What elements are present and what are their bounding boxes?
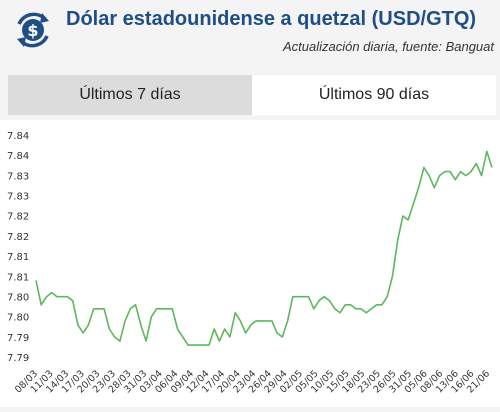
dollar-exchange-icon: $ bbox=[13, 10, 53, 50]
y-tick-label: 7.83 bbox=[7, 171, 29, 182]
y-tick-label: 7.80 bbox=[7, 292, 29, 303]
line-chart: 7.84 7.84 7.83 7.83 7.82 7.82 7.81 7.81 7.80 7.80… bbox=[7, 131, 493, 395]
y-tick-label: 7.80 bbox=[7, 313, 29, 324]
y-tick-label: 7.81 bbox=[7, 252, 29, 263]
svg-text:$: $ bbox=[27, 21, 38, 40]
y-tick-label: 7.79 bbox=[7, 353, 29, 364]
tab-last-7-days[interactable]: Últimos 7 días bbox=[8, 75, 252, 115]
y-tick-label: 7.83 bbox=[7, 192, 29, 203]
series-line bbox=[35, 150, 493, 346]
y-tick-label: 7.82 bbox=[7, 212, 29, 223]
y-tick-label: 7.81 bbox=[7, 272, 29, 283]
y-tick-label: 7.79 bbox=[7, 333, 29, 344]
page-subtitle: Actualización diaria, fuente: Banguat bbox=[282, 39, 494, 54]
y-tick-label: 7.84 bbox=[7, 131, 29, 142]
y-tick-label: 7.82 bbox=[7, 232, 29, 243]
period-tabs: Últimos 7 días Últimos 90 días bbox=[8, 75, 496, 115]
y-tick-label: 7.84 bbox=[7, 151, 29, 162]
exchange-rate-chart: 7.84 7.84 7.83 7.83 7.82 7.82 7.81 7.81 7.80 7.80… bbox=[0, 120, 500, 407]
app-header: $ Dólar estadounidense a quetzal (USD/GT… bbox=[0, 0, 500, 64]
tab-last-90-days[interactable]: Últimos 90 días bbox=[252, 75, 496, 115]
page-title: Dólar estadounidense a quetzal (USD/GTQ) bbox=[66, 8, 477, 30]
